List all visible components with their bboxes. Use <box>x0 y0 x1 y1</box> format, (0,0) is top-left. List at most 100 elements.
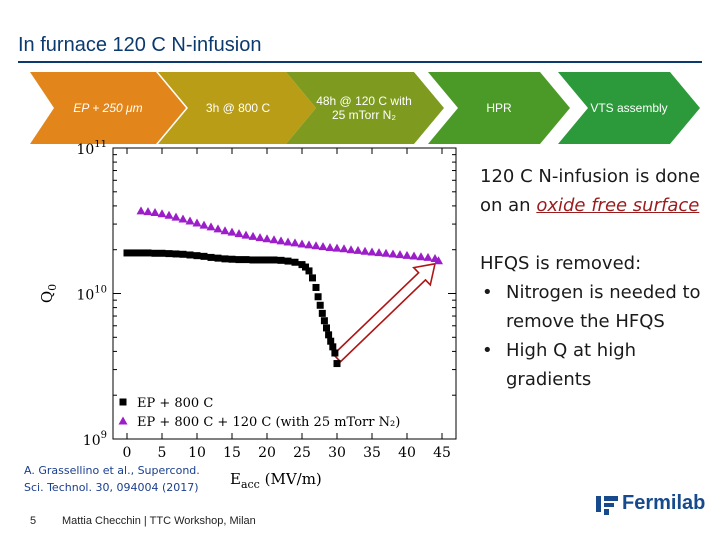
data-point-ep-800c <box>320 317 328 325</box>
data-point-ep-800c <box>228 255 236 263</box>
data-point-ep-800c-120c <box>199 220 209 229</box>
data-point-ep-800c <box>329 343 337 351</box>
data-point-ep-800c <box>302 263 309 271</box>
citation[interactable]: A. Grassellino et al., Supercond. Sci. T… <box>24 464 200 494</box>
data-point-ep-800c-120c <box>276 236 286 245</box>
x-tick-label: 0 <box>123 445 132 461</box>
data-point-ep-800c-120c <box>220 226 230 235</box>
data-point-ep-800c <box>284 257 292 265</box>
fermilab-logo-icon <box>596 495 618 515</box>
data-point-ep-800c-120c <box>262 234 272 243</box>
data-point-ep-800c-120c <box>423 252 433 261</box>
x-axis-label: Eacc (MV/m) <box>230 470 322 491</box>
data-point-ep-800c <box>249 256 257 264</box>
page-number: 5 <box>30 515 37 527</box>
y-tick-label: 109 <box>83 430 107 449</box>
data-point-ep-800c-120c <box>150 208 160 217</box>
data-point-ep-800c-120c <box>304 240 314 249</box>
process-step-label: HPR <box>486 101 512 115</box>
chevron-shape <box>286 72 444 144</box>
annotation-arrow <box>332 262 437 363</box>
data-point-ep-800c-120c <box>297 239 307 248</box>
data-point-ep-800c-120c <box>395 250 405 259</box>
data-point-ep-800c-120c <box>227 227 237 236</box>
data-point-ep-800c <box>172 250 180 258</box>
data-point-ep-800c <box>277 256 285 264</box>
data-point-ep-800c-120c <box>360 246 370 255</box>
data-point-ep-800c-120c <box>434 256 443 265</box>
chevron-shape <box>30 72 186 144</box>
data-point-ep-800c-120c <box>318 242 328 251</box>
data-point-ep-800c <box>207 253 215 261</box>
data-point-ep-800c <box>179 250 187 258</box>
data-point-ep-800c-120c <box>367 247 377 256</box>
x-tick-label: 45 <box>433 445 451 461</box>
data-point-ep-800c <box>186 251 194 259</box>
oxide-free-text: 120 C N-infusion is done on an <box>480 166 701 216</box>
data-point-ep-800c <box>221 255 229 263</box>
data-point-ep-800c-120c <box>192 218 202 227</box>
data-point-ep-800c-120c <box>346 245 356 254</box>
data-point-ep-800c-120c <box>374 248 384 257</box>
hfqs-heading: HFQS is removed: <box>480 253 642 274</box>
data-point-ep-800c-120c <box>325 243 335 252</box>
bullet-item: Nitrogen is needed to remove the HFQS <box>480 278 708 336</box>
data-point-ep-800c <box>318 309 326 317</box>
data-point-ep-800c-120c <box>416 252 426 261</box>
data-point-ep-800c <box>325 331 333 339</box>
chevron-shape <box>558 72 700 144</box>
data-point-ep-800c <box>151 249 159 257</box>
process-step-label: 3h @ 800 C <box>205 101 271 115</box>
x-tick-label: 5 <box>158 445 167 461</box>
fermilab-logo-text: Fermilab <box>622 492 706 514</box>
data-point-ep-800c <box>200 252 208 260</box>
x-tick-label: 20 <box>258 445 276 461</box>
process-step-label: EP + 250 μm <box>73 101 143 115</box>
y-tick-label: 1010 <box>76 285 107 304</box>
data-point-ep-800c <box>331 349 339 357</box>
data-point-ep-800c-120c <box>332 243 342 252</box>
data-point-ep-800c <box>333 360 341 368</box>
data-point-ep-800c-120c <box>409 251 419 260</box>
data-point-ep-800c <box>235 256 243 264</box>
legend-label: EP + 800 C <box>137 396 213 411</box>
data-point-ep-800c-120c <box>213 224 223 233</box>
data-point-ep-800c <box>309 274 316 282</box>
data-point-ep-800c <box>291 258 299 266</box>
data-point-ep-800c-120c <box>269 235 279 244</box>
data-point-ep-800c-120c <box>388 249 398 258</box>
chevron-shape <box>428 72 570 144</box>
data-point-ep-800c <box>242 256 250 264</box>
process-step-anneal: 3h @ 800 C <box>158 72 316 144</box>
data-point-ep-800c <box>193 252 201 260</box>
oxide-free-emphasis: oxide free surface <box>536 195 700 216</box>
oxide-free-note: 120 C N-infusion is done on an oxide fre… <box>480 162 708 220</box>
legend-label: EP + 800 C + 120 C (with 25 mTorr N₂) <box>137 415 400 430</box>
data-point-ep-800c-120c <box>164 210 174 219</box>
data-point-ep-800c <box>312 283 320 291</box>
data-point-ep-800c <box>214 254 222 262</box>
data-point-ep-800c-120c <box>234 229 244 238</box>
process-step-hpr: HPR <box>428 72 570 144</box>
data-point-ep-800c-120c <box>136 206 146 215</box>
data-point-ep-800c <box>270 256 278 264</box>
data-point-ep-800c-120c <box>171 212 181 221</box>
data-point-ep-800c <box>263 256 271 264</box>
axis-ticks: 0 5 10 15 20 25 30 35 40 45 109 1010 1011 <box>76 139 456 461</box>
data-point-ep-800c-120c <box>353 245 363 254</box>
data-point-ep-800c <box>256 256 264 264</box>
chevron-shape <box>158 72 316 144</box>
data-point-ep-800c <box>165 250 173 258</box>
footer-text: Mattia Checchin | TTC Workshop, Milan <box>62 515 256 527</box>
data-point-ep-800c <box>323 324 330 332</box>
data-point-ep-800c-120c <box>339 244 349 253</box>
data-point-ep-800c <box>137 249 145 257</box>
legend: EP + 800 C EP + 800 C + 120 C (with 25 mT… <box>118 396 400 430</box>
data-point-ep-800c-120c <box>381 248 391 257</box>
legend-marker <box>119 398 127 406</box>
data-point-ep-800c-120c <box>143 207 153 216</box>
x-tick-label: 10 <box>188 445 206 461</box>
x-tick-label: 25 <box>293 445 311 461</box>
data-point-ep-800c-120c <box>248 231 258 240</box>
process-step-vts: VTS assembly <box>558 72 700 144</box>
